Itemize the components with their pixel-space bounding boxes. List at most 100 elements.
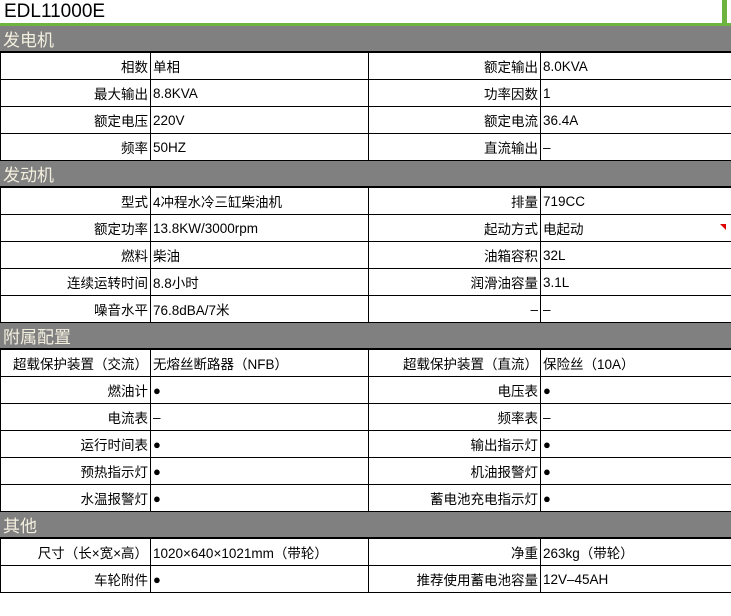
table-row: 燃油计 ● 电压表 ●: [0, 376, 731, 404]
section-header-label: 其他: [3, 517, 37, 536]
row-label-left: 相数: [0, 52, 151, 80]
table-row: 最大输出 8.8KVA 功率因数 1: [0, 79, 731, 107]
row-value-left: 76.8dBA/7米: [150, 295, 369, 323]
row-value-left: 50HZ: [150, 133, 369, 161]
row-value-right: ●: [540, 484, 731, 512]
row-value-right: ●: [540, 430, 731, 458]
row-label-right: 润滑油容量: [368, 268, 541, 296]
row-value-left: 13.8KW/3000rpm: [150, 214, 369, 242]
row-label-left: 燃油计: [0, 376, 151, 404]
title-bar: EDL11000E: [0, 0, 731, 26]
row-value-right: 719CC: [540, 187, 731, 215]
row-label-left: 型式: [0, 187, 151, 215]
green-accent-bar: [722, 0, 727, 46]
column-header-nfb: 无熔丝断路器（NFB）: [150, 349, 369, 377]
row-label-left: 最大输出: [0, 79, 151, 107]
row-value-right: –: [540, 133, 731, 161]
row-label-left: 频率: [0, 133, 151, 161]
table-row: 运行时间表 ● 输出指示灯 ●: [0, 430, 731, 458]
table-row: 燃料 柴油 油箱容积 32L: [0, 241, 731, 269]
row-label-right: 直流输出: [368, 133, 541, 161]
row-label-right: 额定输出: [368, 52, 541, 80]
table-row: 相数 单相 额定输出 8.0KVA: [0, 52, 731, 80]
section-header-label: 发动机: [3, 166, 54, 185]
row-label-right: 油箱容积: [368, 241, 541, 269]
table-row: 噪音水平 76.8dBA/7米 – –: [0, 295, 731, 323]
column-header-fuse: 保险丝（10A）: [540, 349, 731, 377]
table-row: 额定功率 13.8KW/3000rpm 起动方式 电起动: [0, 214, 731, 242]
row-value-left: 1020×640×1021mm（带轮）: [150, 538, 369, 566]
row-value-left: –: [150, 403, 369, 431]
row-value-left: 8.8KVA: [150, 79, 369, 107]
table-engine: 型式 4冲程水冷三缸柴油机 排量 719CC 额定功率 13.8KW/3000r…: [0, 187, 731, 323]
table-row: 预热指示灯 ● 机油报警灯 ●: [0, 457, 731, 485]
section-header-label: 发电机: [3, 31, 54, 50]
row-value-left: 柴油: [150, 241, 369, 269]
row-label-left: 连续运转时间: [0, 268, 151, 296]
section-header-other: 其他: [0, 512, 731, 538]
column-header-overload-ac: 超载保护装置（交流）: [0, 349, 151, 377]
table-column-header-row: 超载保护装置（交流） 无熔丝断路器（NFB） 超载保护装置（直流） 保险丝（10…: [0, 349, 731, 377]
row-value-left: 220V: [150, 106, 369, 134]
row-value-right: 36.4A: [540, 106, 731, 134]
row-value-right: –: [540, 403, 731, 431]
row-label-right: 推荐使用蓄电池容量: [368, 565, 541, 593]
row-label-right: 排量: [368, 187, 541, 215]
table-row: 尺寸（长×宽×高） 1020×640×1021mm（带轮） 净重 263kg（带…: [0, 538, 731, 566]
section-header-accessories: 附属配置: [0, 323, 731, 349]
row-value-right: –: [540, 295, 731, 323]
section-header-engine: 发动机: [0, 161, 731, 187]
table-row: 额定电压 220V 额定电流 36.4A: [0, 106, 731, 134]
column-header-overload-ac-label: 超载保护装置（交流）: [13, 357, 148, 372]
table-generator: 相数 单相 额定输出 8.0KVA 最大输出 8.8KVA 功率因数 1 额定电…: [0, 52, 731, 161]
row-label-left: 额定功率: [0, 214, 151, 242]
page-title: EDL11000E: [4, 1, 106, 22]
row-value-right: ●: [540, 457, 731, 485]
row-value-left: 单相: [150, 52, 369, 80]
row-label-left: 额定电压: [0, 106, 151, 134]
table-other: 尺寸（长×宽×高） 1020×640×1021mm（带轮） 净重 263kg（带…: [0, 538, 731, 593]
row-label-right: 额定电流: [368, 106, 541, 134]
row-value-left: 8.8小时: [150, 268, 369, 296]
row-value-left: 4冲程水冷三缸柴油机: [150, 187, 369, 215]
row-value-left: ●: [150, 457, 369, 485]
table-row: 电流表 – 频率表 –: [0, 403, 731, 431]
section-header-generator: 发电机: [0, 26, 731, 52]
row-label-left: 尺寸（长×宽×高）: [0, 538, 151, 566]
row-label-left: 电流表: [0, 403, 151, 431]
row-label-right: 蓄电池充电指示灯: [368, 484, 541, 512]
comment-marker-icon: [720, 224, 726, 230]
row-label-right: 频率表: [368, 403, 541, 431]
row-value-left: ●: [150, 484, 369, 512]
row-label-right: 净重: [368, 538, 541, 566]
row-value-right: 3.1L: [540, 268, 731, 296]
row-label-right: –: [368, 295, 541, 323]
row-label-right: 机油报警灯: [368, 457, 541, 485]
row-label-left: 车轮附件: [0, 565, 151, 593]
column-header-overload-dc: 超载保护装置（直流）: [368, 349, 541, 377]
row-value-right: 8.0KVA: [540, 52, 731, 80]
table-row: 车轮附件 ● 推荐使用蓄电池容量 12V–45AH: [0, 565, 731, 593]
row-value-right: 12V–45AH: [540, 565, 731, 593]
row-label-left: 噪音水平: [0, 295, 151, 323]
table-row: 水温报警灯 ● 蓄电池充电指示灯 ●: [0, 484, 731, 512]
table-row: 型式 4冲程水冷三缸柴油机 排量 719CC: [0, 187, 731, 215]
row-value-right: 263kg（带轮）: [540, 538, 731, 566]
row-value-left: ●: [150, 565, 369, 593]
row-label-left: 运行时间表: [0, 430, 151, 458]
row-value-left: ●: [150, 376, 369, 404]
table-row: 频率 50HZ 直流输出 –: [0, 133, 731, 161]
row-label-right: 电压表: [368, 376, 541, 404]
table-row: 连续运转时间 8.8小时 润滑油容量 3.1L: [0, 268, 731, 296]
row-value-right: 32L: [540, 241, 731, 269]
sections-container: 发电机 相数 单相 额定输出 8.0KVA 最大输出 8.8KVA 功率因数 1: [0, 26, 731, 593]
row-value-right: 电起动: [540, 214, 731, 242]
row-label-left: 水温报警灯: [0, 484, 151, 512]
row-value-right: ●: [540, 376, 731, 404]
row-label-left: 预热指示灯: [0, 457, 151, 485]
row-label-right: 起动方式: [368, 214, 541, 242]
row-label-left: 燃料: [0, 241, 151, 269]
section-header-label: 附属配置: [3, 328, 71, 347]
row-label-right: 功率因数: [368, 79, 541, 107]
